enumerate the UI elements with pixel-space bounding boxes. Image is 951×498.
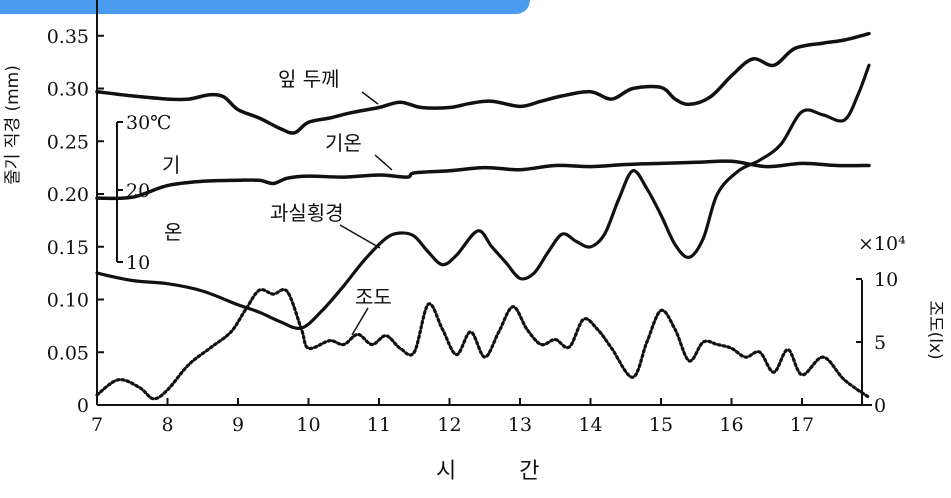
y-tick-label: 0.15	[47, 237, 89, 259]
y-tick-label: 0.25	[47, 131, 89, 153]
leader-fruit	[339, 224, 381, 249]
x-tick-label: 17	[790, 414, 814, 436]
lux-tick-label: 0	[874, 395, 886, 417]
x-tick-label: 7	[91, 414, 103, 436]
temp-tick-label: 10	[126, 252, 150, 274]
y-tick-label: 0.30	[47, 79, 89, 101]
temp-label-bottom: 온	[164, 220, 182, 244]
x-tick-label: 9	[232, 414, 244, 436]
header-banner	[0, 0, 530, 14]
annotation-illuminance: 조도	[355, 285, 392, 309]
x-tick-label: 8	[161, 414, 173, 436]
leader-temp	[374, 154, 393, 171]
leader-lux	[351, 307, 369, 336]
series-line-1	[95, 31, 871, 135]
lux-multiplier: ×10⁴	[858, 233, 906, 255]
x-tick-label: 10	[296, 414, 320, 436]
annotation-fruit-diameter: 과실횡경	[270, 201, 344, 225]
series-line-3	[95, 63, 871, 330]
y-ticks: 0 0.05 0.10 0.15 0.20 0.25 0.30 0.35	[47, 26, 104, 417]
y-tick-label: 0	[77, 395, 89, 417]
x-tick-label: 16	[719, 414, 743, 436]
y-tick-label: 0.10	[47, 290, 89, 312]
temp-tick-label: 30℃	[126, 112, 171, 134]
lux-tick-label: 5	[874, 332, 886, 354]
x-axis-title: 시 간	[436, 459, 567, 484]
annotation-air-temp: 기온	[325, 131, 362, 155]
x-tick-label: 14	[578, 414, 602, 436]
series-line-2	[95, 159, 871, 201]
lux-axis-title: 조도(lx)	[925, 300, 945, 359]
x-tick-label: 13	[508, 414, 532, 436]
temp-label-top: 기	[162, 153, 180, 177]
series-line-4	[95, 287, 871, 401]
series-layer	[95, 31, 871, 401]
x-tick-label: 11	[367, 414, 391, 436]
y-axis-title: 줄기 직경 (mm)	[3, 65, 23, 185]
annotation-leaf-thickness: 잎 두께	[278, 67, 340, 91]
x-tick-label: 12	[437, 414, 461, 436]
lux-tick-label: 10	[874, 269, 898, 291]
x-ticks: 7 8 9 10 11 12 13 14 15 16 17	[91, 398, 814, 436]
leader-leaf	[361, 91, 379, 105]
x-tick-label: 15	[649, 414, 673, 436]
y-tick-label: 0.20	[47, 184, 89, 206]
lux-ticks: 10 5 0	[856, 269, 898, 417]
y-tick-label: 0.35	[47, 26, 89, 48]
y-tick-label: 0.05	[47, 342, 89, 364]
